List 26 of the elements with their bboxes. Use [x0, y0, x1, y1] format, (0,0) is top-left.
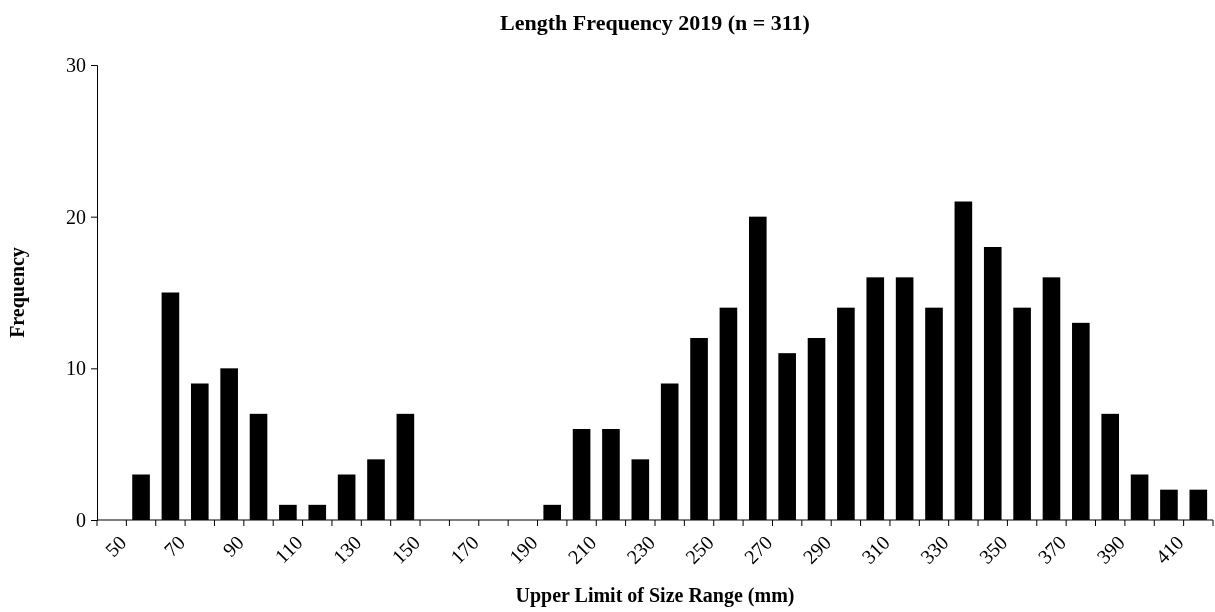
- x-tick-label: 130: [328, 531, 366, 568]
- x-tick-label: 410: [1150, 531, 1188, 568]
- x-tick-label: 230: [622, 531, 660, 568]
- x-tick-label: 310: [857, 531, 894, 568]
- y-tick-label: 30: [66, 53, 86, 76]
- y-tick-label: 10: [66, 357, 86, 380]
- x-tick-label: 370: [1033, 531, 1071, 568]
- x-tick-label: 390: [1092, 531, 1129, 568]
- y-tick-label: 0: [76, 508, 86, 531]
- x-tick-label: 150: [387, 531, 425, 568]
- y-axis-title: Frequency: [6, 247, 29, 338]
- x-tick-label: 190: [504, 531, 542, 568]
- x-tick-label: 210: [563, 531, 601, 568]
- x-tick-label: 110: [270, 531, 307, 568]
- x-tick-label: 50: [100, 531, 131, 561]
- x-tick-label: 350: [974, 531, 1012, 568]
- y-tick-label: 20: [66, 205, 86, 228]
- x-tick-label: 70: [159, 531, 190, 561]
- x-tick-label: 290: [798, 531, 836, 568]
- x-tick-label: 90: [218, 531, 248, 561]
- chart-title: Length Frequency 2019 (n = 311): [500, 10, 810, 35]
- x-tick-label: 270: [739, 531, 777, 568]
- x-tick-label: 330: [915, 531, 953, 568]
- x-tick-label: 170: [446, 531, 483, 568]
- x-tick-label: 250: [681, 531, 718, 568]
- x-axis-title: Upper Limit of Size Range (mm): [515, 584, 795, 607]
